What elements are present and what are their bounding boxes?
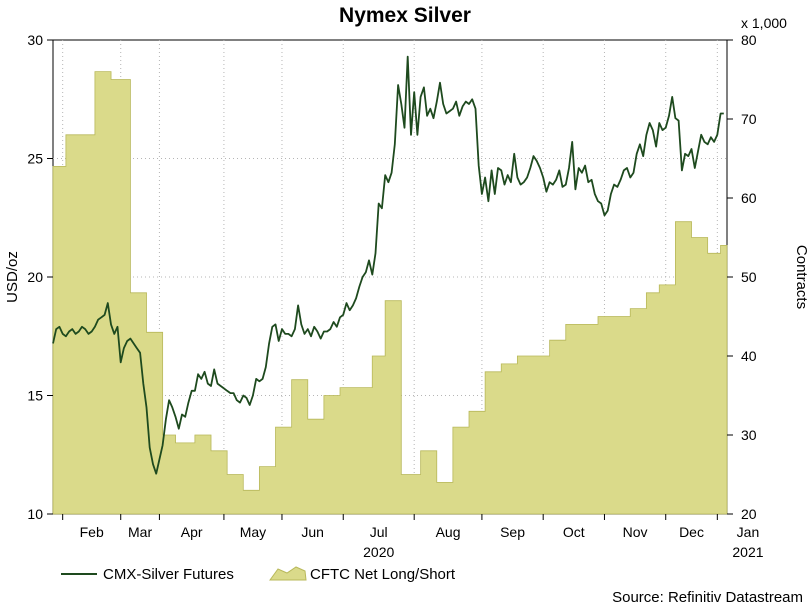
right-tick-label: 60 — [741, 190, 757, 206]
right-tick-label: 80 — [741, 32, 757, 48]
x-tick-label-jan: Jan — [737, 524, 760, 540]
left-tick-label: 20 — [27, 269, 43, 285]
silver-futures-polyline — [52, 55, 724, 475]
right-tick-label: 40 — [741, 348, 757, 364]
right-tick-label: 70 — [741, 111, 757, 127]
cftc-net-area-path — [52, 71, 728, 515]
x-tick-label-oct: Oct — [563, 524, 585, 540]
right-axis-multiplier: x 1,000 — [741, 15, 787, 31]
legend: CMX-Silver Futures CFTC Net Long/Short — [61, 566, 456, 583]
right-tick-label: 50 — [741, 269, 757, 285]
left-tick-label: 25 — [27, 151, 43, 167]
x-tick-label-aug: Aug — [436, 524, 461, 540]
left-tick-label: 15 — [27, 388, 43, 404]
right-tick-label: 20 — [741, 506, 757, 522]
silver-futures-line — [52, 55, 724, 475]
left-axis: 10 15 20 25 30 — [27, 32, 53, 522]
legend-label-cftc: CFTC Net Long/Short — [310, 566, 456, 583]
left-axis-label: USD/oz — [4, 251, 21, 303]
source-note: Source: Refinitiv Datastream — [612, 589, 803, 606]
legend-area-swatch — [269, 566, 307, 581]
x-year-label: 2021 — [732, 544, 763, 560]
x-axis: Feb Mar Apr May Jun Jul Aug Sep Oct Nov Dec Jan 2020… — [62, 514, 764, 560]
gridlines — [53, 40, 727, 514]
left-tick-label: 30 — [27, 32, 43, 48]
x-tick-label-jul: Jul — [370, 524, 388, 540]
x-tick-label-apr: Apr — [181, 524, 203, 540]
x-tick-label-feb: Feb — [80, 524, 104, 540]
legend-label-silver: CMX-Silver Futures — [103, 566, 234, 583]
right-tick-label: 30 — [741, 427, 757, 443]
x-tick-label-nov: Nov — [623, 524, 648, 540]
x-tick-label-dec: Dec — [679, 524, 704, 540]
x-tick-label-mar: Mar — [128, 524, 152, 540]
chart-title: Nymex Silver — [339, 4, 471, 27]
right-axis: 20 30 40 50 60 70 80 — [727, 32, 757, 522]
x-tick-label-jun: Jun — [301, 524, 324, 540]
x-tick-label-sep: Sep — [500, 524, 525, 540]
x-year-label: 2020 — [363, 544, 394, 560]
right-axis-label: Contracts — [793, 245, 810, 309]
x-tick-label-may: May — [240, 524, 266, 540]
cftc-net-area — [52, 71, 728, 515]
left-tick-label: 10 — [27, 506, 43, 522]
